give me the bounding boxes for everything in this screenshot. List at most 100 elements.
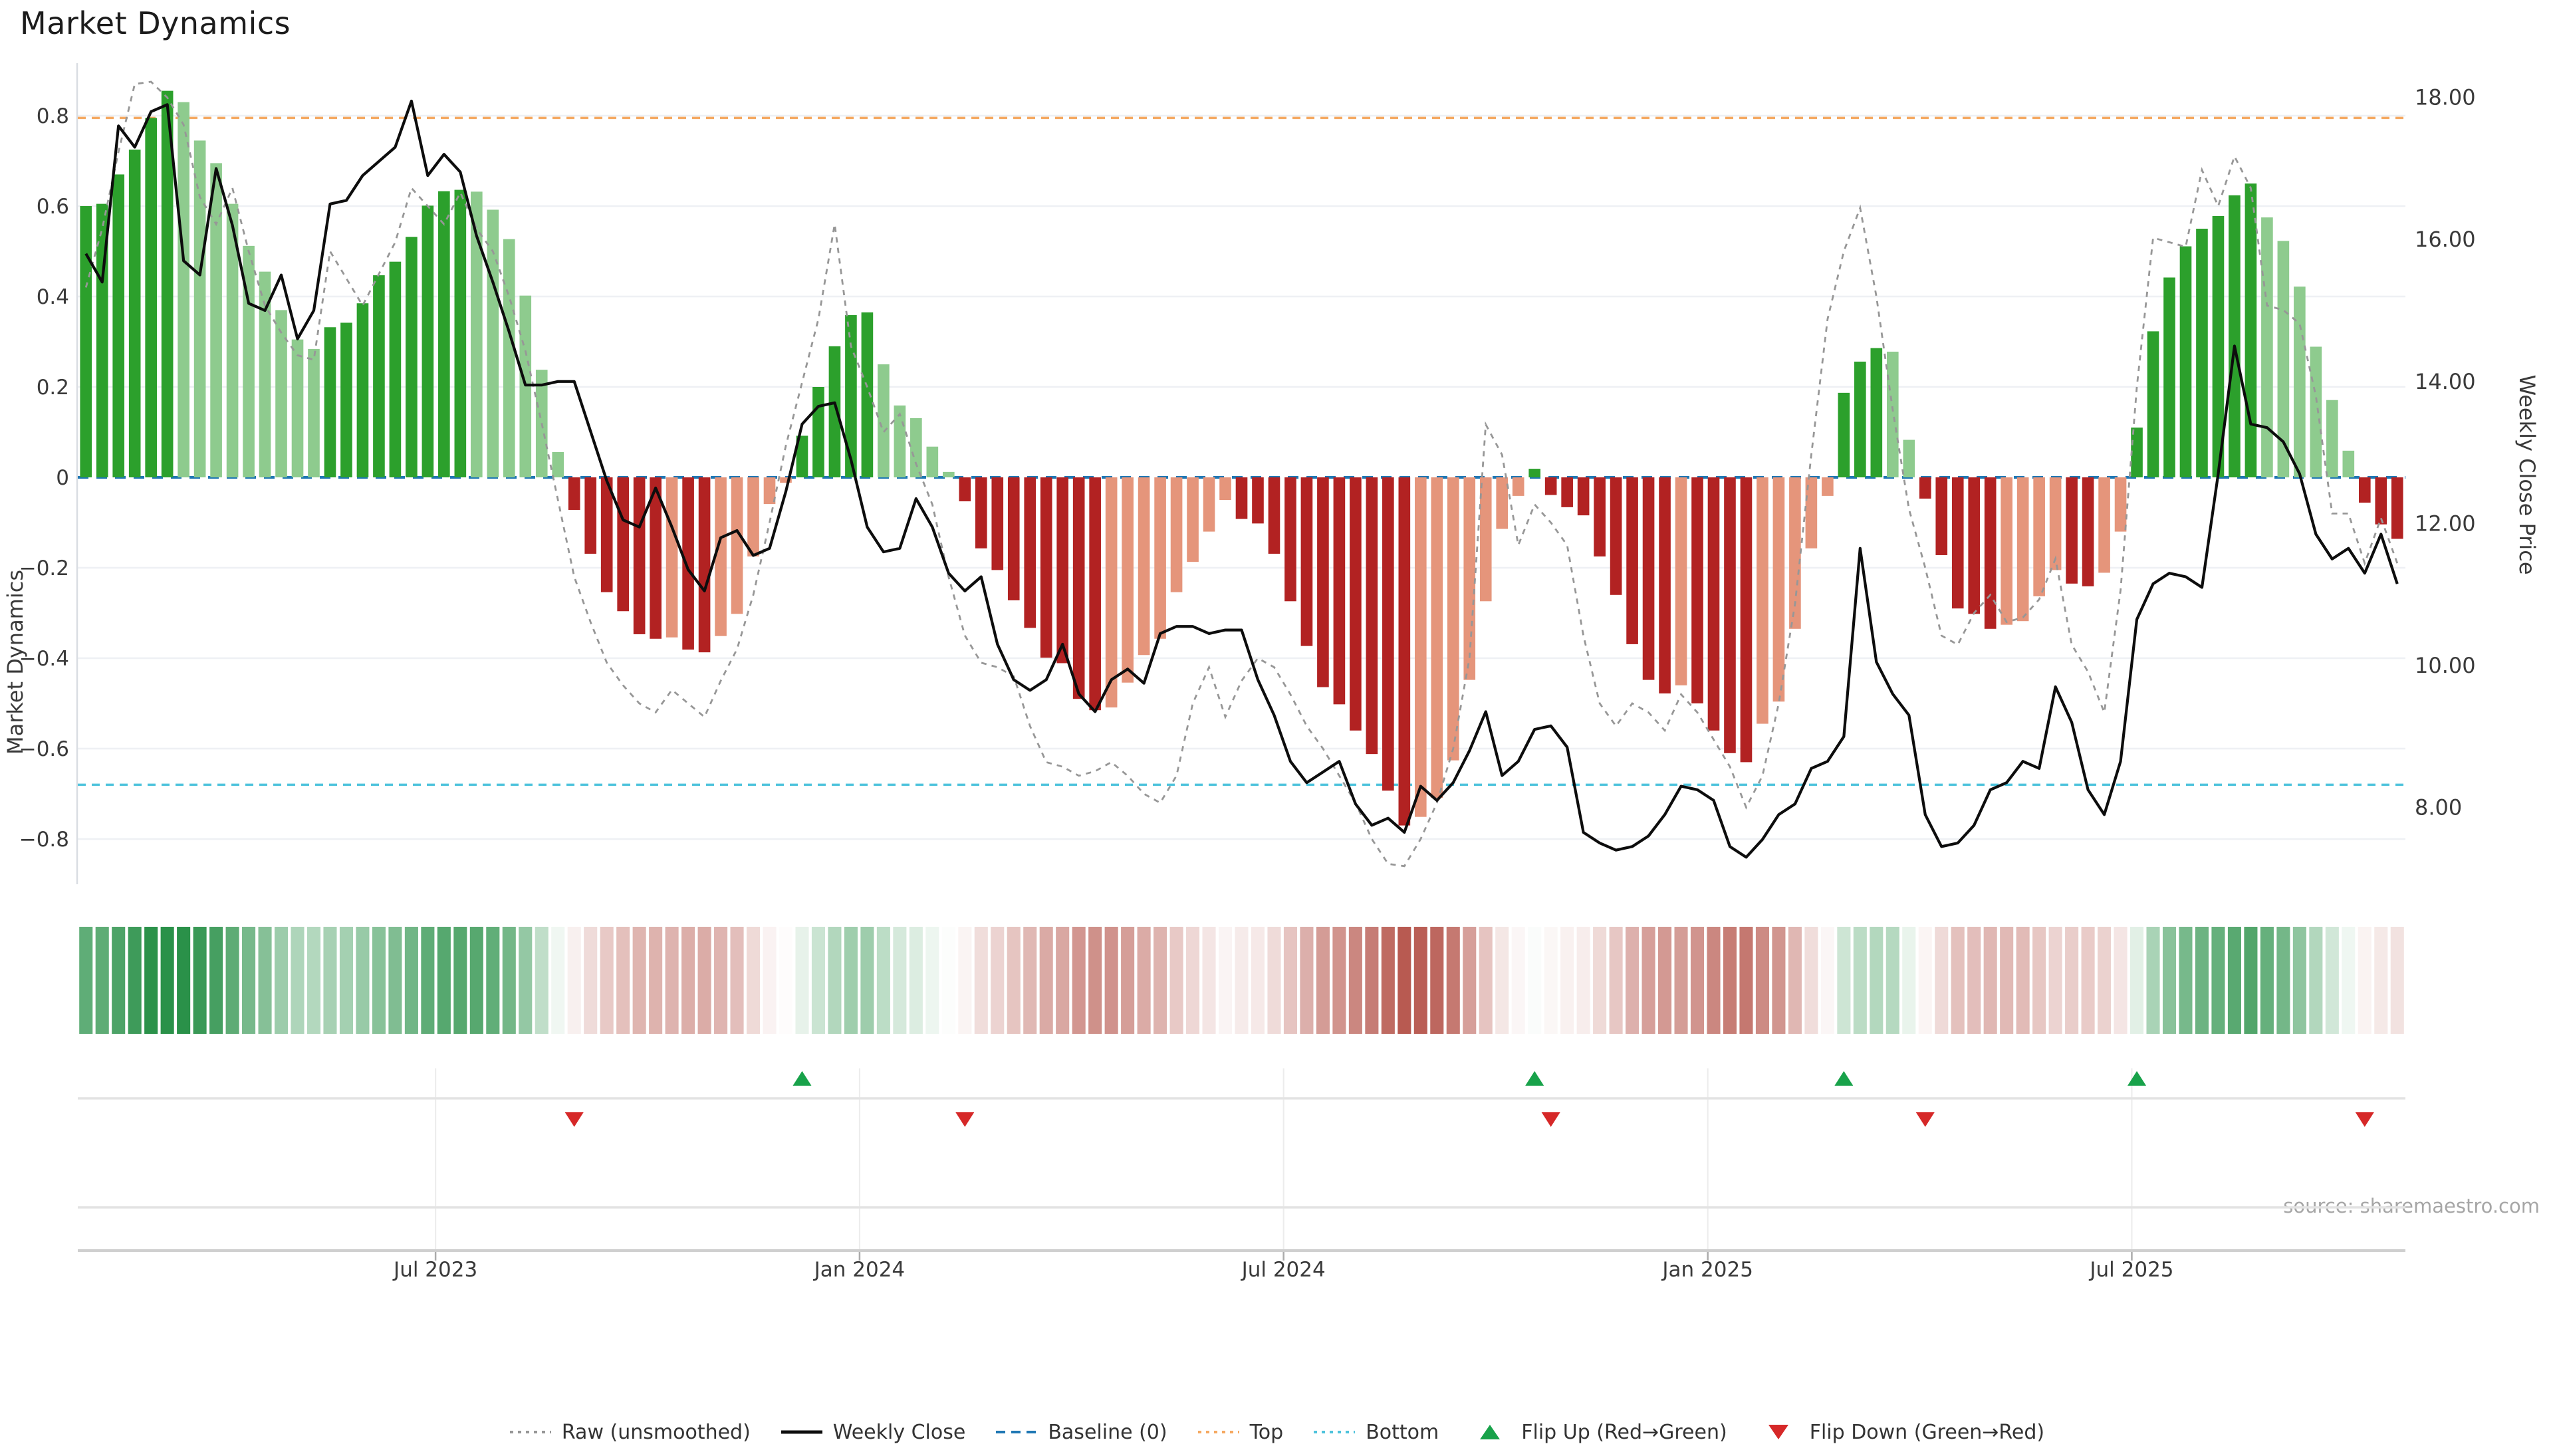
oscillator-bar — [1854, 362, 1866, 477]
oscillator-bar — [1708, 477, 1720, 731]
heatmap-cell — [1788, 927, 1802, 1034]
dotted-line-icon — [1312, 1421, 1356, 1443]
x-tick-label: Jul 2023 — [392, 1258, 477, 1282]
heatmap-cell — [2082, 927, 2095, 1034]
oscillator-bar — [812, 387, 824, 477]
heatmap-cell — [942, 927, 955, 1034]
heatmap-cell — [112, 927, 125, 1034]
heatmap-cell — [209, 927, 223, 1034]
oscillator-bar — [584, 477, 596, 554]
heatmap-cell — [616, 927, 630, 1034]
heatmap-cell — [910, 927, 923, 1034]
oscillator-bar — [2261, 217, 2273, 477]
heatmap-cell — [2179, 927, 2192, 1034]
oscillator-bar — [145, 118, 157, 477]
legend-label: Flip Up (Red→Green) — [1521, 1421, 1727, 1444]
oscillator-bar — [1773, 477, 1785, 701]
oscillator-bar — [1757, 477, 1768, 724]
oscillator-bar — [1317, 477, 1329, 687]
heatmap-cell — [1365, 927, 1378, 1034]
oscillator-bar — [1203, 477, 1215, 532]
heatmap-cell — [1560, 927, 1574, 1034]
y-tick-label-right: 12.00 — [2415, 511, 2476, 536]
oscillator-bar — [1561, 477, 1573, 507]
heatmap-cell — [2260, 927, 2274, 1034]
x-tick-label: Jul 2024 — [1241, 1258, 1326, 1282]
oscillator-bar — [2375, 477, 2387, 525]
heatmap-cell — [2358, 927, 2371, 1034]
legend-label: Top — [1250, 1421, 1284, 1444]
oscillator-bar — [1382, 477, 1394, 790]
oscillator-bar — [991, 477, 1003, 570]
heatmap-cell — [991, 927, 1004, 1034]
oscillator-bar — [1578, 477, 1590, 515]
y-tick-label-right: 16.00 — [2415, 227, 2476, 252]
heatmap-cell — [2309, 927, 2322, 1034]
oscillator-bar — [927, 447, 939, 477]
oscillator-bar — [1236, 477, 1248, 519]
heatmap-cell — [1772, 927, 1785, 1034]
y-tick-label-left: −0.4 — [19, 647, 69, 671]
heatmap-cell — [1919, 927, 1932, 1034]
oscillator-bar — [617, 477, 629, 611]
oscillator-bar — [829, 346, 841, 477]
oscillator-bar — [422, 205, 434, 477]
heatmap-cell — [1088, 927, 1102, 1034]
oscillator-bar — [1594, 477, 1606, 556]
heatmap-cell — [1382, 927, 1395, 1034]
oscillator-bar — [2196, 229, 2208, 477]
heatmap-cell — [2130, 927, 2143, 1034]
oscillator-bar — [699, 477, 711, 652]
heatmap-cell — [1593, 927, 1606, 1034]
legend-item-0: Raw (unsmoothed) — [509, 1421, 751, 1444]
heatmap-cell — [1105, 927, 1118, 1034]
oscillator-bar — [2342, 451, 2354, 477]
heatmap-cell — [2146, 927, 2159, 1034]
flip-up-marker — [1525, 1071, 1544, 1086]
oscillator-bar — [357, 303, 369, 477]
heatmap-cell — [437, 927, 451, 1034]
heatmap-cell — [2000, 927, 2013, 1034]
heatmap-cell — [128, 927, 142, 1034]
heatmap-cell — [1072, 927, 1086, 1034]
dashed-line-icon — [995, 1421, 1038, 1443]
heatmap-cell — [307, 927, 320, 1034]
oscillator-bar — [975, 477, 987, 548]
oscillator-bar — [1269, 477, 1280, 554]
heatmap-cell — [323, 927, 336, 1034]
heatmap-cell — [1577, 927, 1590, 1034]
oscillator-bar — [2017, 477, 2029, 621]
oscillator-bar — [1741, 477, 1753, 762]
heatmap-cell — [763, 927, 776, 1034]
y-tick-label-left: −0.2 — [19, 556, 69, 580]
oscillator-bar — [1513, 477, 1524, 496]
oscillator-bar — [519, 296, 531, 477]
oscillator-bar — [1334, 477, 1346, 704]
heatmap-cell — [291, 927, 304, 1034]
oscillator-bar — [715, 477, 727, 636]
heatmap-cell — [421, 927, 434, 1034]
heatmap-cell — [1837, 927, 1850, 1034]
oscillator-bar — [503, 239, 515, 477]
y-tick-label-left: 0.4 — [37, 285, 69, 309]
oscillator-bar — [862, 312, 874, 477]
heatmap-cell — [259, 927, 272, 1034]
legend-label: Bottom — [1366, 1421, 1439, 1444]
y-tick-label-right: 14.00 — [2415, 369, 2476, 394]
heatmap-cell — [1430, 927, 1443, 1034]
heatmap-cell — [681, 927, 695, 1034]
solid-line-icon — [780, 1421, 824, 1443]
oscillator-bar — [455, 190, 467, 477]
oscillator-bar — [1056, 477, 1068, 663]
oscillator-bar — [1626, 477, 1638, 644]
heatmap-cell — [1512, 927, 1525, 1034]
oscillator-bar — [2033, 477, 2045, 596]
oscillator-bar — [210, 163, 222, 477]
oscillator-bar — [80, 206, 92, 477]
oscillator-bar — [2131, 427, 2143, 477]
oscillator-bar — [1919, 477, 1931, 499]
heatmap-cell — [1658, 927, 1671, 1034]
heatmap-cell — [144, 927, 158, 1034]
heatmap-cell — [372, 927, 386, 1034]
flip-down-marker — [1542, 1112, 1560, 1127]
